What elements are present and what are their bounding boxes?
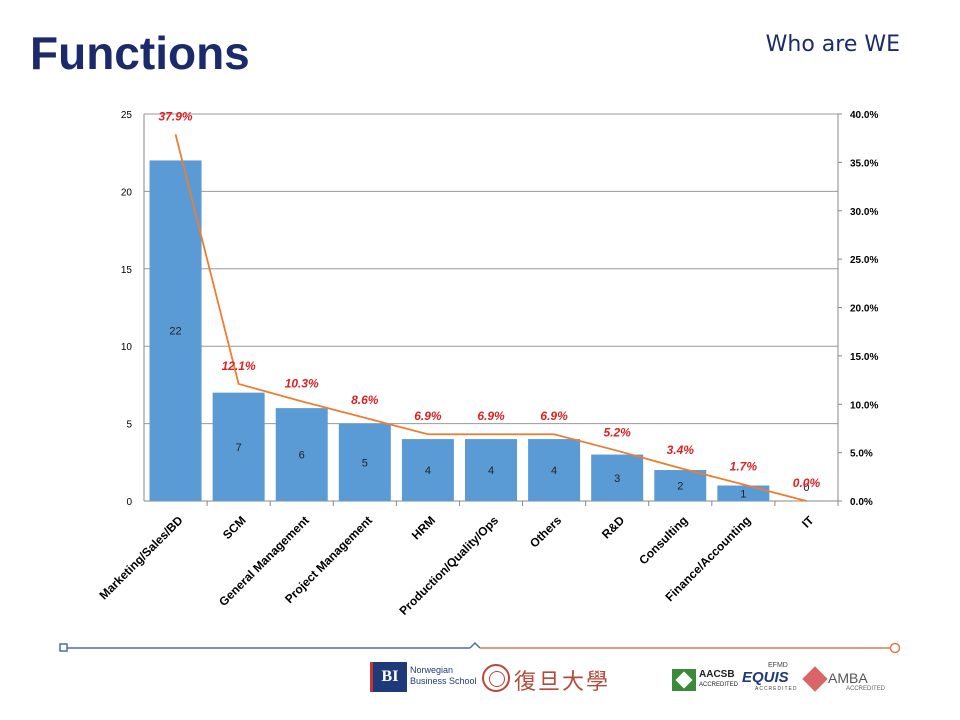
bar — [275, 408, 328, 501]
y2-tick-label: 40.0% — [850, 110, 878, 121]
percentage-label: 5.2% — [604, 426, 632, 440]
y-tick-label: 15 — [121, 265, 133, 276]
y-tick-label: 25 — [121, 110, 133, 121]
bar — [528, 439, 581, 501]
percentage-label: 3.4% — [667, 443, 695, 457]
bar-value-label: 1 — [740, 488, 746, 500]
bar — [338, 423, 391, 501]
aacsb-sub: ACCREDITED — [699, 682, 739, 688]
slide-subtitle: Who are WE — [765, 32, 900, 57]
footer-left-square — [59, 643, 68, 652]
x-tick-label: HRM — [409, 513, 438, 542]
bar-value-label: 4 — [425, 465, 431, 477]
bar-value-label: 5 — [362, 457, 368, 469]
bi-school-name: Norwegian Business School — [410, 665, 477, 686]
bar — [717, 485, 770, 501]
y2-tick-label: 30.0% — [850, 207, 878, 218]
x-tick-label: IT — [799, 513, 817, 531]
y-tick-label: 0 — [126, 497, 132, 508]
bar-value-label: 7 — [236, 442, 242, 454]
y2-tick-label: 5.0% — [850, 449, 873, 460]
amba-text: AMBA — [828, 670, 868, 686]
bar — [654, 470, 707, 501]
y2-tick-label: 15.0% — [850, 352, 878, 363]
bar — [212, 392, 265, 501]
percentage-label: 12.1% — [222, 359, 256, 373]
efmd-text: EFMD — [768, 662, 788, 669]
x-tick-label: Marketing/Sales/BD — [97, 513, 186, 602]
bar — [149, 160, 202, 501]
percentage-label: 6.9% — [477, 409, 505, 423]
equis-sub: ACCREDITED — [755, 686, 798, 692]
amba-sub: ACCREDITED — [846, 686, 886, 692]
bar-value-label: 2 — [677, 481, 683, 493]
y2-tick-label: 0.0% — [850, 497, 873, 508]
x-tick-label: SCM — [220, 513, 249, 542]
percentage-label: 1.7% — [730, 460, 758, 474]
amba-logo-icon — [802, 666, 828, 692]
y2-tick-label: 35.0% — [850, 158, 878, 169]
percentage-line — [174, 134, 807, 502]
bar-value-label: 4 — [488, 465, 494, 477]
x-tick-label: Consulting — [636, 513, 690, 567]
bar-value-label: 6 — [299, 450, 305, 462]
bar — [465, 439, 517, 501]
fudan-name: 復旦大學 — [514, 670, 611, 695]
footer-divider — [59, 641, 901, 654]
y2-tick-label: 10.0% — [850, 400, 878, 411]
x-tick-label: Others — [527, 513, 564, 550]
percentage-label: 8.6% — [351, 393, 379, 407]
fudan-seal-icon — [482, 664, 510, 692]
bar-value-label: 4 — [551, 465, 557, 477]
y-tick-label: 5 — [126, 420, 132, 431]
footer-notch — [469, 641, 481, 649]
percentage-label: 37.9% — [159, 109, 193, 123]
equis-text: EQUIS — [742, 669, 789, 686]
aacsb-name: AACSB — [699, 669, 735, 680]
percentage-label: 6.9% — [414, 409, 442, 423]
bar — [401, 439, 454, 501]
footer-right-circle — [889, 642, 901, 654]
y2-tick-label: 25.0% — [850, 255, 878, 266]
bar-value-label: 3 — [614, 473, 620, 485]
y2-tick-label: 20.0% — [850, 304, 878, 315]
y-tick-label: 20 — [121, 187, 133, 198]
bar-value-label: 0 — [803, 482, 809, 494]
percentage-label: 0.0% — [793, 476, 821, 490]
bi-logo: BI — [370, 662, 407, 692]
pareto-chart: 05101520250.0%5.0%10.0%15.0%20.0%25.0%30… — [97, 109, 879, 618]
bar — [591, 454, 644, 501]
aacsb-text: AACSB ACCREDITED — [699, 670, 738, 690]
bar-value-label: 22 — [169, 326, 181, 338]
x-tick-label: R&D — [599, 513, 628, 542]
percentage-label: 10.3% — [285, 376, 319, 390]
slide-title: Functions — [30, 27, 250, 79]
y-tick-label: 10 — [121, 342, 133, 353]
aacsb-logo-icon — [672, 669, 696, 691]
percentage-label: 6.9% — [540, 409, 568, 423]
